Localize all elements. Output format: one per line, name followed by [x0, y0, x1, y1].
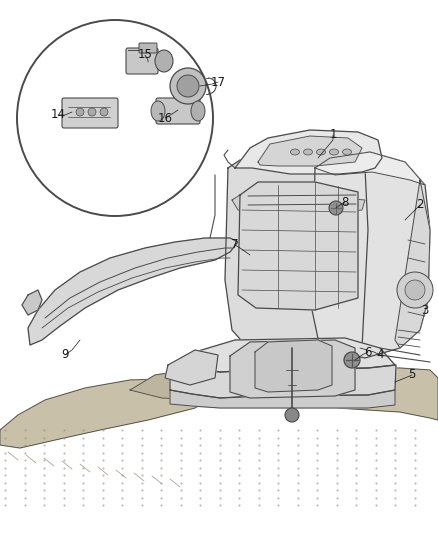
FancyBboxPatch shape: [126, 48, 158, 74]
Circle shape: [329, 201, 343, 215]
Polygon shape: [258, 136, 362, 166]
Polygon shape: [235, 130, 382, 174]
Ellipse shape: [151, 101, 165, 121]
Polygon shape: [312, 152, 430, 358]
FancyBboxPatch shape: [139, 43, 157, 53]
Circle shape: [405, 280, 425, 300]
FancyBboxPatch shape: [156, 98, 200, 124]
Ellipse shape: [343, 149, 352, 155]
Circle shape: [397, 272, 433, 308]
FancyBboxPatch shape: [62, 98, 118, 128]
Polygon shape: [28, 238, 238, 345]
Ellipse shape: [155, 50, 173, 72]
Polygon shape: [255, 340, 332, 392]
Circle shape: [344, 352, 360, 368]
Ellipse shape: [317, 149, 325, 155]
Ellipse shape: [329, 149, 339, 155]
Ellipse shape: [290, 149, 300, 155]
Circle shape: [76, 108, 84, 116]
Text: 14: 14: [50, 109, 66, 122]
Ellipse shape: [191, 101, 205, 121]
Text: 7: 7: [231, 238, 239, 252]
Polygon shape: [0, 378, 220, 448]
Text: 16: 16: [158, 111, 173, 125]
Polygon shape: [130, 362, 368, 400]
Ellipse shape: [304, 149, 312, 155]
Text: 2: 2: [416, 198, 424, 212]
Text: 1: 1: [329, 128, 337, 141]
Text: 6: 6: [364, 345, 372, 359]
Circle shape: [177, 75, 199, 97]
Text: 4: 4: [376, 349, 384, 361]
Text: 3: 3: [421, 303, 429, 317]
Polygon shape: [395, 180, 430, 348]
Polygon shape: [170, 338, 395, 372]
Circle shape: [100, 108, 108, 116]
Text: 5: 5: [408, 368, 416, 382]
Polygon shape: [165, 350, 218, 385]
Polygon shape: [230, 340, 355, 398]
Circle shape: [285, 408, 299, 422]
Text: 8: 8: [341, 196, 349, 208]
Circle shape: [88, 108, 96, 116]
Polygon shape: [232, 195, 365, 215]
Polygon shape: [238, 182, 358, 310]
Polygon shape: [225, 160, 368, 358]
Circle shape: [170, 68, 206, 104]
Polygon shape: [338, 368, 438, 420]
Polygon shape: [22, 290, 42, 315]
Polygon shape: [170, 365, 396, 398]
Polygon shape: [170, 390, 395, 408]
Text: 17: 17: [211, 76, 226, 88]
Polygon shape: [315, 152, 425, 185]
Text: 15: 15: [138, 49, 152, 61]
Text: 9: 9: [61, 349, 69, 361]
